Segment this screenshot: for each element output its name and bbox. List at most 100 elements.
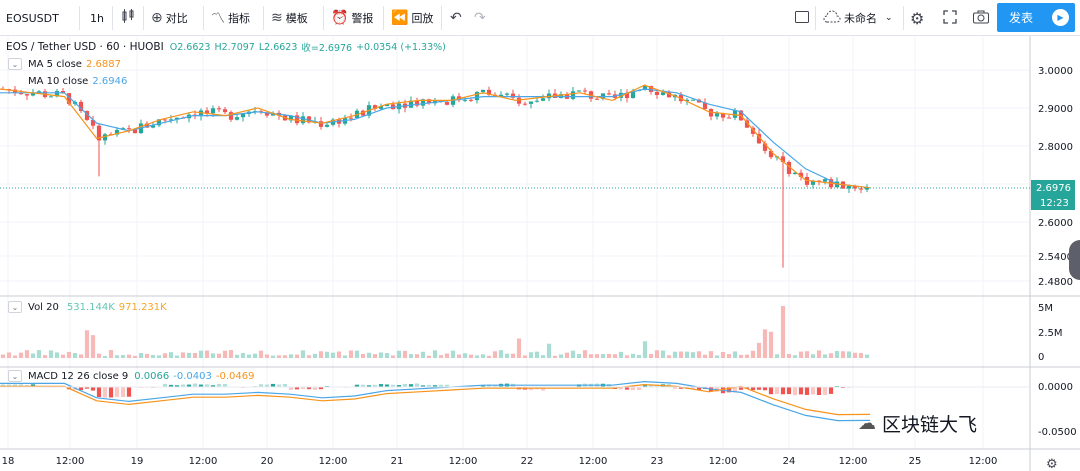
time-tick: 18 — [2, 456, 15, 467]
volume-bar — [492, 351, 498, 358]
ma10-legend[interactable]: MA 10 close 2.6946 — [8, 76, 131, 87]
templates-button[interactable]: ≋ 模板 — [271, 0, 308, 36]
symbol-search[interactable]: EOSUSDT — [6, 0, 59, 36]
volume-bar — [132, 355, 138, 358]
macd-bar — [390, 384, 396, 387]
macd-bar — [690, 387, 696, 389]
chart-style-button[interactable] — [120, 0, 139, 36]
volume-bar — [312, 353, 318, 358]
redo-button[interactable]: ↷ — [474, 0, 489, 36]
candle-body — [300, 116, 306, 124]
macd-bar — [114, 387, 120, 397]
macd-bar — [18, 384, 24, 387]
candle-body — [96, 125, 102, 141]
time-axis: 18 12:00 19 12:00 20 12:00 21 12:00 22 12:00 23 12:… — [2, 456, 998, 467]
publish-button[interactable]: 发表 ▶ — [997, 3, 1075, 32]
macd-bar — [432, 385, 438, 387]
axis-settings-button[interactable]: ⚙ — [1046, 457, 1058, 471]
macd-bar — [120, 387, 126, 397]
chevron-down-icon[interactable]: ⌄ — [8, 370, 22, 382]
volume-bar — [126, 354, 132, 358]
time-tick: 20 — [261, 456, 274, 467]
candle-body — [756, 133, 762, 144]
macd-bar — [780, 387, 786, 395]
macd-bar — [264, 384, 270, 387]
macd-bar — [306, 387, 312, 390]
candle-body — [582, 90, 588, 92]
compare-button[interactable]: ⊕ 对比 — [151, 0, 188, 36]
macd-bar — [354, 384, 360, 387]
price-tick: 2.6000 — [1038, 218, 1073, 229]
volume-bar — [336, 351, 342, 358]
settings-button[interactable]: ⚙ — [910, 0, 927, 36]
candle-body — [630, 90, 636, 99]
volume-bar — [516, 338, 522, 358]
chevron-down-icon[interactable]: ⌄ — [8, 301, 22, 313]
candle-body — [858, 188, 864, 190]
macd-bar — [438, 384, 444, 387]
volume-bar — [558, 354, 564, 358]
volume-bar — [192, 353, 198, 358]
candle-body — [648, 86, 654, 92]
macd-bar — [372, 384, 378, 387]
macd-bar — [444, 384, 450, 387]
volume-bar — [750, 350, 756, 358]
candle-body — [576, 90, 582, 92]
gear-icon: ⚙ — [1046, 457, 1058, 471]
volume-bar — [696, 351, 702, 358]
candle-body — [762, 143, 768, 151]
volume-bar — [522, 355, 528, 358]
chevron-down-icon[interactable]: ⌄ — [8, 58, 22, 70]
scroll-handle[interactable] — [1069, 240, 1080, 280]
volume-bar — [96, 353, 102, 358]
candle-body — [444, 102, 450, 105]
candle-body — [474, 92, 480, 101]
candle-body — [822, 179, 828, 182]
time-tick: 24 — [783, 456, 796, 467]
candle-body — [384, 104, 390, 107]
candle-body — [624, 92, 630, 99]
interval-button[interactable]: 1h — [90, 0, 104, 36]
fullscreen-button[interactable] — [942, 0, 958, 36]
candle-body — [816, 180, 822, 182]
candle-body — [174, 117, 180, 120]
volume-bar — [174, 355, 180, 358]
ma5-legend[interactable]: ⌄ MA 5 close 2.6887 — [8, 58, 125, 70]
compare-label: 对比 — [165, 12, 188, 25]
macd-bar — [426, 384, 432, 387]
alert-button[interactable]: ⏰ 警报 — [331, 0, 373, 36]
macd-bar — [366, 385, 372, 387]
macd-bar — [12, 384, 18, 387]
volume-bar — [60, 354, 66, 358]
candle-body — [468, 99, 474, 101]
volume-bar — [306, 355, 312, 358]
volume-bar — [594, 354, 600, 358]
candle-body — [642, 86, 648, 91]
volume-bar — [36, 350, 42, 358]
snapshot-button[interactable] — [972, 0, 990, 36]
indicators-button[interactable]: 〽指标 — [211, 0, 250, 36]
undo-button[interactable]: ↶ — [450, 0, 465, 36]
macd-value: -0.0403 — [173, 370, 212, 382]
fullscreen-layout-button[interactable] — [794, 0, 810, 36]
macd-bar — [762, 387, 768, 391]
macd-bar — [180, 384, 186, 387]
volume-bar — [108, 350, 114, 358]
layout-name-button[interactable]: 未命名 ⌄ — [823, 0, 893, 36]
volume-bar — [612, 354, 618, 358]
volume-legend[interactable]: ⌄ Vol 20 531.144K 971.231K — [8, 301, 171, 313]
volume-bar — [138, 353, 144, 358]
time-tick: 21 — [391, 456, 404, 467]
ma5-label: MA 5 close — [28, 58, 82, 70]
volume-bar — [714, 355, 720, 358]
template-icon: ≋ — [271, 10, 283, 26]
macd-label: MACD 12 26 close 9 — [28, 370, 129, 382]
chart-canvas[interactable]: 3.0000 2.9000 2.8000 2.6000 2.5400 2.480… — [0, 36, 1080, 471]
macd-bar — [318, 387, 324, 390]
volume-bar — [606, 353, 612, 358]
replay-button[interactable]: ⏪ 回放 — [391, 0, 433, 36]
macd-signal-line — [0, 383, 871, 416]
volume-bar — [534, 351, 540, 358]
volume-bar — [0, 354, 6, 358]
macd-legend[interactable]: ⌄ MACD 12 26 close 9 0.0066 -0.0403 -0.0… — [8, 370, 258, 382]
